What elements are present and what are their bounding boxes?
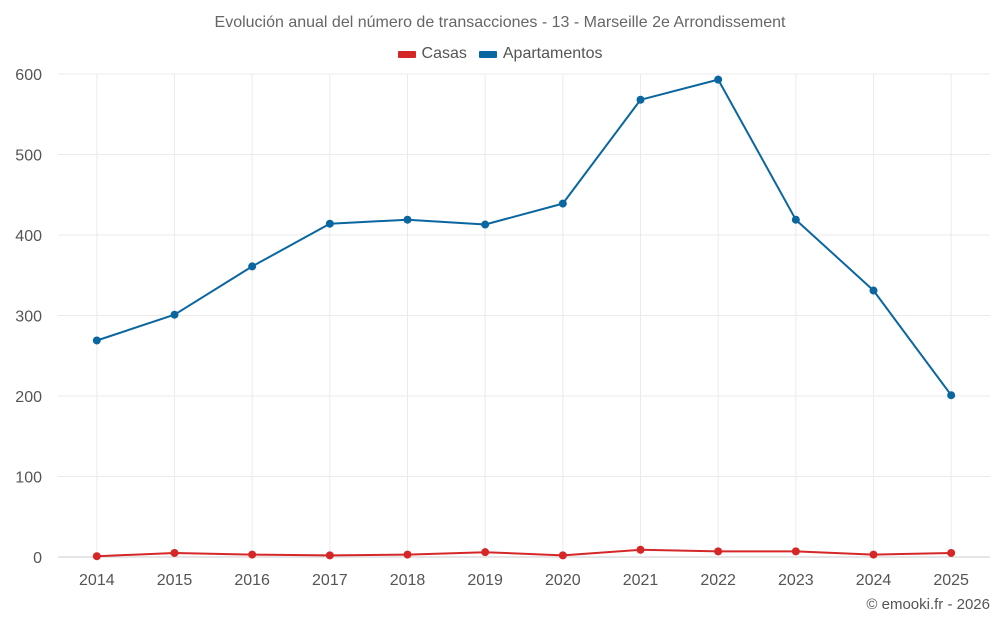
data-point-apartamentos — [325, 219, 334, 228]
legend: Casas Apartamentos — [0, 45, 1000, 63]
data-point-apartamentos — [714, 75, 723, 84]
data-point-casas — [248, 550, 257, 559]
x-tick-label: 2020 — [545, 572, 581, 589]
data-point-casas — [92, 552, 101, 561]
data-point-apartamentos — [636, 95, 645, 104]
x-tick-label: 2014 — [79, 572, 115, 589]
legend-swatch-apartamentos — [478, 50, 497, 58]
data-point-casas — [714, 547, 723, 556]
legend-swatch-casas — [397, 50, 416, 58]
data-point-casas — [170, 548, 179, 557]
series-line-apartamentos — [96, 78, 953, 396]
data-point-casas — [481, 548, 490, 557]
x-tick-label: 2016 — [234, 572, 270, 589]
x-tick-label: 2015 — [157, 572, 193, 589]
data-point-casas — [791, 547, 800, 556]
data-point-apartamentos — [869, 286, 878, 295]
x-tick-label: 2024 — [856, 572, 892, 589]
x-tick-label: 2021 — [623, 572, 659, 589]
y-tick-label: 200 — [15, 389, 42, 406]
data-point-apartamentos — [558, 199, 567, 208]
x-tick-label: 2017 — [312, 572, 348, 589]
legend-item-casas[interactable]: Casas — [397, 45, 467, 63]
credit-text: © emooki.fr - 2026 — [866, 596, 990, 613]
legend-item-apartamentos[interactable]: Apartamentos — [478, 45, 603, 63]
y-tick-label: 100 — [15, 470, 42, 487]
data-point-casas — [403, 550, 412, 559]
series-line-casas — [96, 548, 952, 558]
y-tick-label: 600 — [15, 67, 42, 84]
legend-label-casas: Casas — [421, 45, 467, 62]
data-point-apartamentos — [947, 391, 956, 400]
y-tick-label: 0 — [33, 550, 42, 567]
x-tick-label: 2019 — [467, 572, 503, 589]
x-tick-label: 2018 — [390, 572, 426, 589]
data-point-casas — [636, 545, 645, 554]
data-point-apartamentos — [92, 336, 101, 345]
data-point-casas — [558, 551, 567, 560]
y-tick-label: 500 — [15, 148, 42, 165]
data-point-apartamentos — [248, 262, 257, 271]
x-tick-label: 2025 — [933, 572, 969, 589]
y-tick-label: 400 — [15, 228, 42, 245]
data-point-apartamentos — [791, 215, 800, 224]
data-point-casas — [947, 548, 956, 557]
chart-title: Evolución anual del número de transaccio… — [214, 14, 786, 31]
legend-label-apartamentos: Apartamentos — [502, 45, 603, 62]
data-point-apartamentos — [403, 215, 412, 224]
data-point-casas — [325, 551, 334, 560]
y-tick-label: 300 — [15, 309, 42, 326]
x-tick-label: 2022 — [700, 572, 736, 589]
data-point-casas — [869, 550, 878, 559]
x-tick-label: 2023 — [778, 572, 814, 589]
data-point-apartamentos — [481, 220, 490, 229]
data-point-apartamentos — [170, 310, 179, 319]
